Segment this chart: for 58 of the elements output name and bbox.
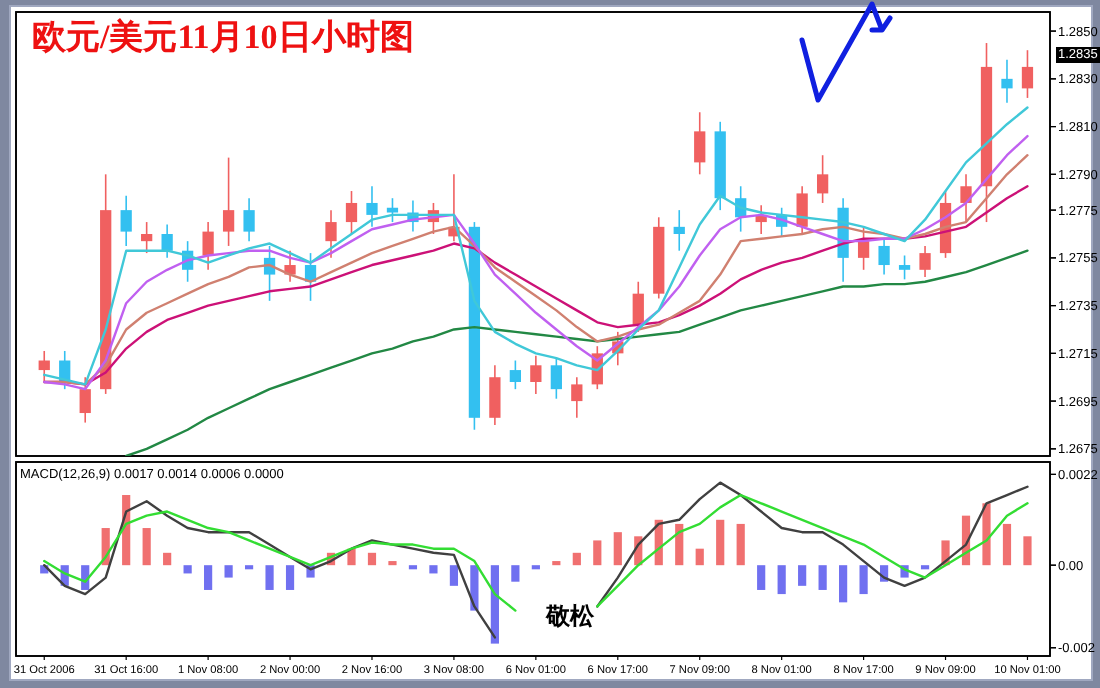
candlestick bbox=[366, 185, 378, 228]
bar bbox=[798, 565, 807, 586]
candlestick bbox=[243, 197, 255, 242]
bar bbox=[695, 548, 704, 566]
candlestick bbox=[38, 350, 50, 383]
bar bbox=[163, 552, 172, 566]
candlestick bbox=[79, 376, 91, 424]
bar bbox=[675, 523, 684, 566]
bar bbox=[285, 565, 295, 590]
bar bbox=[982, 503, 991, 566]
candlestick bbox=[550, 357, 562, 400]
candlestick bbox=[898, 254, 911, 281]
chart-title: 欧元/美元11月10日小时图 bbox=[32, 18, 414, 56]
bar bbox=[777, 565, 786, 595]
bar bbox=[367, 552, 377, 566]
bar bbox=[490, 565, 499, 644]
candlestick bbox=[489, 364, 501, 426]
bar bbox=[613, 532, 622, 566]
candlestick bbox=[141, 221, 153, 254]
candlestick bbox=[571, 376, 583, 419]
candlestick bbox=[878, 237, 890, 276]
bar bbox=[572, 552, 581, 566]
bar bbox=[1023, 536, 1032, 566]
bar bbox=[1002, 523, 1012, 566]
candlestick bbox=[345, 190, 358, 235]
bar bbox=[839, 565, 848, 603]
bar bbox=[859, 565, 868, 595]
bar bbox=[224, 565, 233, 578]
annotation: 敬松 bbox=[544, 602, 597, 630]
candlestick bbox=[919, 245, 931, 278]
bar bbox=[429, 565, 438, 574]
candlestick bbox=[817, 154, 829, 204]
bar bbox=[757, 565, 766, 590]
candlestick bbox=[530, 354, 542, 395]
bar bbox=[142, 528, 151, 566]
candlestick bbox=[694, 111, 706, 176]
candlestick bbox=[202, 221, 214, 271]
bar bbox=[593, 540, 602, 566]
bar bbox=[204, 565, 213, 590]
candlestick bbox=[1021, 49, 1034, 99]
candlestick bbox=[1001, 58, 1013, 104]
candlestick bbox=[222, 156, 235, 247]
candlestick bbox=[386, 197, 399, 223]
bar bbox=[716, 519, 725, 566]
candlestick bbox=[509, 359, 521, 390]
candlestick bbox=[120, 195, 132, 247]
candlestick bbox=[960, 173, 972, 223]
bar bbox=[183, 565, 192, 574]
bar bbox=[818, 565, 827, 590]
bar bbox=[511, 565, 520, 582]
candlestick bbox=[673, 209, 685, 252]
candlestick bbox=[325, 209, 337, 259]
bar bbox=[265, 565, 274, 590]
candlestick bbox=[161, 223, 173, 259]
candlestick bbox=[857, 226, 870, 271]
bar bbox=[347, 548, 356, 566]
bar bbox=[736, 523, 745, 566]
bar bbox=[449, 565, 459, 586]
